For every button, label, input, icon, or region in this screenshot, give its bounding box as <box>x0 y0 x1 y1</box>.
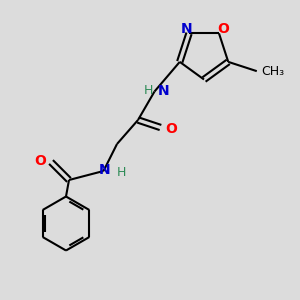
Text: O: O <box>165 122 177 136</box>
Text: O: O <box>34 154 46 167</box>
Text: N: N <box>181 22 192 36</box>
Text: H: H <box>144 84 153 98</box>
Text: N: N <box>99 163 111 176</box>
Text: N: N <box>158 84 170 98</box>
Text: O: O <box>218 22 230 36</box>
Text: CH₃: CH₃ <box>261 65 284 78</box>
Text: H: H <box>117 166 126 179</box>
